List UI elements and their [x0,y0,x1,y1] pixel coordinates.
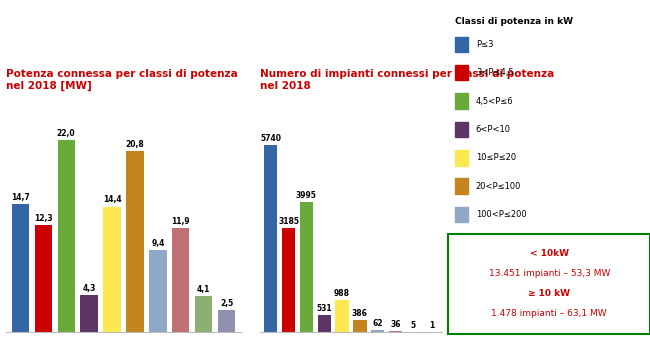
Text: 5740: 5740 [260,134,281,143]
Bar [103,207,121,332]
Bar [34,225,52,332]
Text: 200<P≤500: 200<P≤500 [476,238,526,247]
Text: 2,5: 2,5 [220,299,233,308]
Bar [300,202,313,332]
Text: < 10kW: < 10kW [530,249,569,258]
Text: 386: 386 [352,309,368,318]
Bar [282,228,295,332]
Text: 10≤P≤20: 10≤P≤20 [476,153,516,162]
Text: 1.478 impianti – 63,1 MW: 1.478 impianti – 63,1 MW [491,309,607,318]
Text: 100<P≤200: 100<P≤200 [476,210,526,219]
Text: 62: 62 [372,319,383,328]
Bar [172,228,189,332]
Text: 14,4: 14,4 [103,195,122,204]
Text: 13.451 impianti – 53,3 MW: 13.451 impianti – 53,3 MW [489,269,610,278]
Bar [150,250,166,332]
Text: 14,7: 14,7 [11,193,30,202]
Text: Classi di potenza in kW: Classi di potenza in kW [455,17,573,26]
Text: 4,5<P≤6: 4,5<P≤6 [476,97,514,106]
Text: 20,8: 20,8 [125,140,144,149]
Bar [264,145,278,332]
Text: ≥ 10 kW: ≥ 10 kW [528,289,570,298]
Text: 3995: 3995 [296,191,317,200]
Text: P>1000: P>1000 [476,295,509,304]
Bar [389,331,402,332]
Bar [12,204,29,332]
Text: 6<P<10: 6<P<10 [476,125,511,134]
Bar [371,330,384,332]
Text: 531: 531 [317,304,332,313]
Text: 36: 36 [391,320,401,329]
Bar [126,151,144,332]
Text: 3185: 3185 [278,217,299,226]
Text: 500<P≤1000: 500<P≤1000 [476,267,532,276]
Text: 4,3: 4,3 [83,283,96,292]
Text: 22,0: 22,0 [57,129,75,138]
Text: 988: 988 [334,289,350,298]
Bar [335,300,349,332]
Bar [58,140,75,332]
Text: 4,1: 4,1 [197,285,211,294]
Bar [218,310,235,332]
Text: P≤3: P≤3 [476,40,493,49]
Text: 11,9: 11,9 [172,217,190,226]
Text: 9,4: 9,4 [151,239,164,248]
Text: Numero di impianti connessi per classi di potenza
nel 2018: Numero di impianti connessi per classi d… [260,69,554,91]
Bar [353,320,367,332]
Text: 5: 5 [411,321,416,330]
Text: Potenza connessa per classi di potenza
nel 2018 [MW]: Potenza connessa per classi di potenza n… [6,69,239,91]
Bar [195,297,213,332]
Text: 3<P≤4,5: 3<P≤4,5 [476,68,514,77]
Bar [318,315,331,332]
Bar [81,295,98,332]
Text: 20<P≤100: 20<P≤100 [476,182,521,191]
Text: 12,3: 12,3 [34,214,53,223]
Text: 1: 1 [428,321,434,330]
